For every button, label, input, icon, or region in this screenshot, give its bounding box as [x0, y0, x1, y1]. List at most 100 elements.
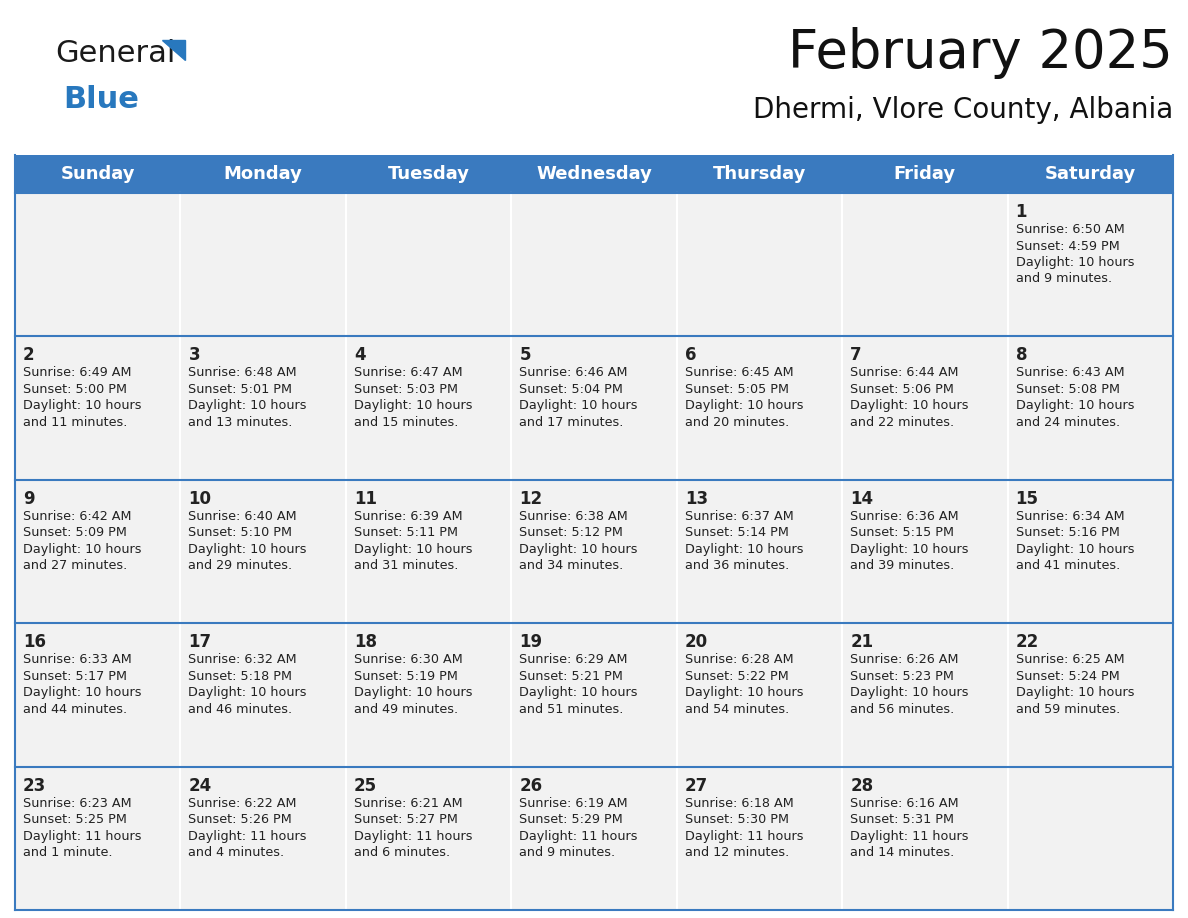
Bar [1007, 193, 1173, 336]
Bar [677, 336, 842, 480]
Text: Sunrise: 6:28 AM
Sunset: 5:22 PM
Daylight: 10 hours
and 54 minutes.: Sunrise: 6:28 AM Sunset: 5:22 PM Dayligh… [684, 654, 803, 716]
Text: Thursday: Thursday [713, 165, 807, 183]
Bar [1007, 155, 1173, 193]
Bar [1007, 767, 1173, 910]
Bar [511, 336, 677, 480]
Text: Sunrise: 6:30 AM
Sunset: 5:19 PM
Daylight: 10 hours
and 49 minutes.: Sunrise: 6:30 AM Sunset: 5:19 PM Dayligh… [354, 654, 473, 716]
Bar [15, 155, 181, 193]
Text: 13: 13 [684, 490, 708, 508]
Bar [181, 193, 346, 336]
Bar [511, 193, 677, 336]
Text: 7: 7 [851, 346, 861, 364]
Text: 23: 23 [23, 777, 46, 795]
Text: Sunrise: 6:38 AM
Sunset: 5:12 PM
Daylight: 10 hours
and 34 minutes.: Sunrise: 6:38 AM Sunset: 5:12 PM Dayligh… [519, 509, 638, 572]
Text: Sunrise: 6:21 AM
Sunset: 5:27 PM
Daylight: 11 hours
and 6 minutes.: Sunrise: 6:21 AM Sunset: 5:27 PM Dayligh… [354, 797, 473, 859]
Text: Sunrise: 6:50 AM
Sunset: 4:59 PM
Daylight: 10 hours
and 9 minutes.: Sunrise: 6:50 AM Sunset: 4:59 PM Dayligh… [1016, 223, 1135, 285]
Text: Sunrise: 6:18 AM
Sunset: 5:30 PM
Daylight: 11 hours
and 12 minutes.: Sunrise: 6:18 AM Sunset: 5:30 PM Dayligh… [684, 797, 803, 859]
Bar [677, 623, 842, 767]
Text: 6: 6 [684, 346, 696, 364]
Text: 10: 10 [189, 490, 211, 508]
Text: Sunrise: 6:40 AM
Sunset: 5:10 PM
Daylight: 10 hours
and 29 minutes.: Sunrise: 6:40 AM Sunset: 5:10 PM Dayligh… [189, 509, 307, 572]
Text: Sunrise: 6:34 AM
Sunset: 5:16 PM
Daylight: 10 hours
and 41 minutes.: Sunrise: 6:34 AM Sunset: 5:16 PM Dayligh… [1016, 509, 1135, 572]
Bar [677, 767, 842, 910]
Bar [346, 336, 511, 480]
Text: Sunrise: 6:42 AM
Sunset: 5:09 PM
Daylight: 10 hours
and 27 minutes.: Sunrise: 6:42 AM Sunset: 5:09 PM Dayligh… [23, 509, 141, 572]
Bar [842, 767, 1007, 910]
Text: Sunrise: 6:43 AM
Sunset: 5:08 PM
Daylight: 10 hours
and 24 minutes.: Sunrise: 6:43 AM Sunset: 5:08 PM Dayligh… [1016, 366, 1135, 429]
Text: 25: 25 [354, 777, 377, 795]
Text: 3: 3 [189, 346, 200, 364]
Text: 9: 9 [23, 490, 34, 508]
Bar [346, 155, 511, 193]
Bar [842, 193, 1007, 336]
Bar [346, 767, 511, 910]
Bar [346, 480, 511, 623]
Text: Sunrise: 6:44 AM
Sunset: 5:06 PM
Daylight: 10 hours
and 22 minutes.: Sunrise: 6:44 AM Sunset: 5:06 PM Dayligh… [851, 366, 968, 429]
Bar [15, 480, 181, 623]
Text: Sunrise: 6:26 AM
Sunset: 5:23 PM
Daylight: 10 hours
and 56 minutes.: Sunrise: 6:26 AM Sunset: 5:23 PM Dayligh… [851, 654, 968, 716]
Polygon shape [162, 40, 185, 60]
Text: 22: 22 [1016, 633, 1038, 651]
Text: February 2025: February 2025 [789, 27, 1173, 79]
Text: Sunrise: 6:39 AM
Sunset: 5:11 PM
Daylight: 10 hours
and 31 minutes.: Sunrise: 6:39 AM Sunset: 5:11 PM Dayligh… [354, 509, 473, 572]
Text: Sunrise: 6:23 AM
Sunset: 5:25 PM
Daylight: 11 hours
and 1 minute.: Sunrise: 6:23 AM Sunset: 5:25 PM Dayligh… [23, 797, 141, 859]
Text: 12: 12 [519, 490, 543, 508]
Bar [677, 480, 842, 623]
Bar [842, 480, 1007, 623]
Bar [511, 155, 677, 193]
Text: 19: 19 [519, 633, 543, 651]
Text: 20: 20 [684, 633, 708, 651]
Text: General: General [55, 39, 176, 68]
Text: 28: 28 [851, 777, 873, 795]
Text: Sunrise: 6:45 AM
Sunset: 5:05 PM
Daylight: 10 hours
and 20 minutes.: Sunrise: 6:45 AM Sunset: 5:05 PM Dayligh… [684, 366, 803, 429]
Bar [1007, 623, 1173, 767]
Text: 21: 21 [851, 633, 873, 651]
Text: Sunrise: 6:22 AM
Sunset: 5:26 PM
Daylight: 11 hours
and 4 minutes.: Sunrise: 6:22 AM Sunset: 5:26 PM Dayligh… [189, 797, 307, 859]
Bar [842, 336, 1007, 480]
Text: 14: 14 [851, 490, 873, 508]
Bar [1007, 336, 1173, 480]
Text: 26: 26 [519, 777, 543, 795]
Text: 16: 16 [23, 633, 46, 651]
Text: 18: 18 [354, 633, 377, 651]
Text: Monday: Monday [223, 165, 303, 183]
Text: 11: 11 [354, 490, 377, 508]
Bar [181, 623, 346, 767]
Text: Sunrise: 6:25 AM
Sunset: 5:24 PM
Daylight: 10 hours
and 59 minutes.: Sunrise: 6:25 AM Sunset: 5:24 PM Dayligh… [1016, 654, 1135, 716]
Text: Sunrise: 6:37 AM
Sunset: 5:14 PM
Daylight: 10 hours
and 36 minutes.: Sunrise: 6:37 AM Sunset: 5:14 PM Dayligh… [684, 509, 803, 572]
Bar [1007, 480, 1173, 623]
Bar [181, 480, 346, 623]
Bar [511, 480, 677, 623]
Text: Saturday: Saturday [1044, 165, 1136, 183]
Text: 2: 2 [23, 346, 34, 364]
Text: Sunrise: 6:48 AM
Sunset: 5:01 PM
Daylight: 10 hours
and 13 minutes.: Sunrise: 6:48 AM Sunset: 5:01 PM Dayligh… [189, 366, 307, 429]
Text: Sunrise: 6:29 AM
Sunset: 5:21 PM
Daylight: 10 hours
and 51 minutes.: Sunrise: 6:29 AM Sunset: 5:21 PM Dayligh… [519, 654, 638, 716]
Bar [181, 767, 346, 910]
Bar [842, 623, 1007, 767]
Text: Sunrise: 6:19 AM
Sunset: 5:29 PM
Daylight: 11 hours
and 9 minutes.: Sunrise: 6:19 AM Sunset: 5:29 PM Dayligh… [519, 797, 638, 859]
Text: Blue: Blue [63, 85, 139, 114]
Text: Sunrise: 6:36 AM
Sunset: 5:15 PM
Daylight: 10 hours
and 39 minutes.: Sunrise: 6:36 AM Sunset: 5:15 PM Dayligh… [851, 509, 968, 572]
Bar [677, 155, 842, 193]
Text: 24: 24 [189, 777, 211, 795]
Text: Sunrise: 6:16 AM
Sunset: 5:31 PM
Daylight: 11 hours
and 14 minutes.: Sunrise: 6:16 AM Sunset: 5:31 PM Dayligh… [851, 797, 968, 859]
Text: Sunrise: 6:49 AM
Sunset: 5:00 PM
Daylight: 10 hours
and 11 minutes.: Sunrise: 6:49 AM Sunset: 5:00 PM Dayligh… [23, 366, 141, 429]
Text: Sunrise: 6:46 AM
Sunset: 5:04 PM
Daylight: 10 hours
and 17 minutes.: Sunrise: 6:46 AM Sunset: 5:04 PM Dayligh… [519, 366, 638, 429]
Bar [15, 767, 181, 910]
Bar [181, 336, 346, 480]
Bar [15, 336, 181, 480]
Text: Sunday: Sunday [61, 165, 135, 183]
Text: Sunrise: 6:47 AM
Sunset: 5:03 PM
Daylight: 10 hours
and 15 minutes.: Sunrise: 6:47 AM Sunset: 5:03 PM Dayligh… [354, 366, 473, 429]
Text: 8: 8 [1016, 346, 1028, 364]
Text: Sunrise: 6:32 AM
Sunset: 5:18 PM
Daylight: 10 hours
and 46 minutes.: Sunrise: 6:32 AM Sunset: 5:18 PM Dayligh… [189, 654, 307, 716]
Text: 15: 15 [1016, 490, 1038, 508]
Text: 27: 27 [684, 777, 708, 795]
Bar [511, 767, 677, 910]
Text: 17: 17 [189, 633, 211, 651]
Bar [842, 155, 1007, 193]
Bar [15, 623, 181, 767]
Bar [346, 623, 511, 767]
Text: 1: 1 [1016, 203, 1028, 221]
Bar [346, 193, 511, 336]
Text: 5: 5 [519, 346, 531, 364]
